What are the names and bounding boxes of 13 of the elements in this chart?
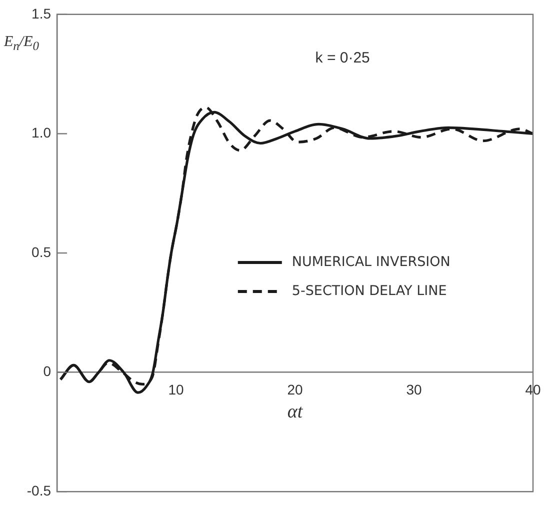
x-axis-title: αt [287,402,304,422]
y-tick-label: 0 [43,363,52,380]
y-tick-label: 1.0 [32,124,52,141]
legend-label: 5-SECTION DELAY LINE [292,283,447,300]
y-tick-label: 0.5 [32,244,52,260]
x-tick-label: 30 [406,382,422,398]
legend-label: NUMERICAL INVERSION [292,254,450,270]
y-tick-label: 1.5 [32,5,52,22]
y-axis-title: E$_{n}$/E$_{0}$ [4,34,40,54]
x-tick-label: 10 [168,382,184,398]
x-tick-label: 20 [287,382,303,398]
y-tick-label: -0.5 [26,482,52,498]
annotation: k = 0·25 [315,49,370,66]
